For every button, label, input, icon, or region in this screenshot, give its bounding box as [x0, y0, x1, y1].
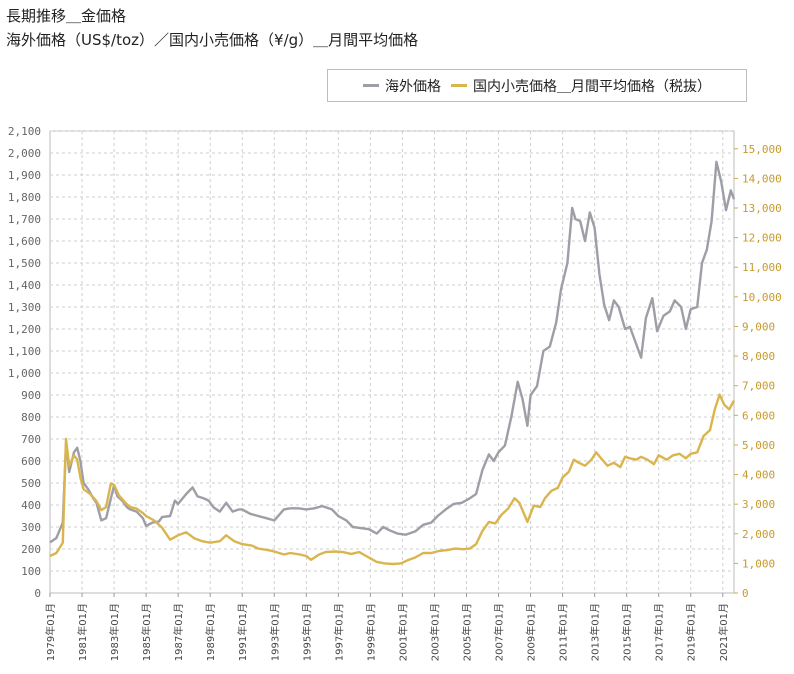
y-left-tick-label: 1,700: [8, 213, 41, 226]
y-right-tick-label: 7,000: [742, 380, 775, 393]
y-left-tick-label: 1,300: [8, 301, 41, 314]
y-left-tick-label: 600: [21, 455, 41, 468]
x-tick-label: 1991年01月: [236, 603, 249, 661]
y-left-tick-label: 1,200: [8, 323, 41, 336]
series-line-overseas: [49, 160, 736, 544]
x-tick-label: 2005年01月: [460, 603, 473, 661]
y-left-tick-label: 200: [21, 543, 41, 556]
y-left-tick-label: 1,400: [8, 279, 41, 292]
x-tick-label: 1987年01月: [172, 603, 185, 661]
y-right-tick-label: 3,000: [742, 498, 775, 511]
y-left-tick-label: 1,500: [8, 257, 41, 270]
x-tick-label: 1995年01月: [300, 603, 313, 661]
y-right-tick-label: 1,000: [742, 557, 775, 570]
y-right-tick-label: 11,000: [742, 261, 782, 274]
legend-item-overseas: 海外価格: [363, 76, 441, 96]
x-tick-label: 1985年01月: [140, 603, 153, 661]
y-right-tick-label: 4,000: [742, 469, 775, 482]
y-left-tick-label: 500: [21, 477, 41, 490]
y-left-tick-label: 800: [21, 411, 41, 424]
y-right-tick-label: 15,000: [742, 143, 782, 156]
x-tick-label: 1997年01月: [332, 603, 345, 661]
chart-subtitle: 海外価格（US$/toz）／国内小売価格（¥/g）＿月間平均価格: [6, 31, 419, 49]
y-right-tick-label: 14,000: [742, 172, 782, 185]
y-left-tick-label: 100: [21, 565, 41, 578]
y-left-tick-label: 1,600: [8, 235, 41, 248]
x-tick-label: 2017年01月: [653, 603, 666, 661]
y-right-tick-label: 13,000: [742, 202, 782, 215]
y-right-tick-label: 12,000: [742, 232, 782, 245]
y-left-tick-label: 300: [21, 521, 41, 534]
x-tick-label: 1993年01月: [268, 603, 281, 661]
y-right-tick-label: 8,000: [742, 350, 775, 363]
x-tick-label: 1981年01月: [76, 603, 89, 661]
x-tick-label: 1983年01月: [108, 603, 121, 661]
x-tick-label: 1979年01月: [44, 603, 57, 661]
y-right-tick-label: 10,000: [742, 291, 782, 304]
series-line-domestic: [49, 393, 736, 566]
x-tick-label: 2009年01月: [525, 603, 538, 661]
x-tick-label: 1999年01月: [364, 603, 377, 661]
y-left-tick-label: 1,800: [8, 191, 41, 204]
x-tick-label: 2001年01月: [396, 603, 409, 661]
y-right-tick-label: 0: [742, 587, 749, 600]
x-tick-label: 2019年01月: [685, 603, 698, 661]
legend-item-domestic: 国内小売価格＿月間平均価格（税抜）: [451, 76, 711, 96]
legend-label-domestic: 国内小売価格＿月間平均価格（税抜）: [473, 78, 711, 95]
y-left-tick-label: 1,900: [8, 169, 41, 182]
y-left-tick-label: 700: [21, 433, 41, 446]
y-right-tick-label: 5,000: [742, 439, 775, 452]
y-left-tick-label: 900: [21, 389, 41, 402]
x-tick-label: 2013年01月: [589, 603, 602, 661]
legend-swatch-overseas: [363, 84, 379, 87]
y-right-tick-label: 2,000: [742, 528, 775, 541]
y-right-tick-label: 9,000: [742, 320, 775, 333]
x-tick-label: 2007年01月: [493, 603, 506, 661]
y-left-tick-label: 1,100: [8, 345, 41, 358]
y-left-tick-label: 1,000: [8, 367, 41, 380]
x-tick-label: 2021年01月: [717, 603, 730, 661]
chart-title: 長期推移＿金価格: [6, 7, 127, 25]
y-left-tick-label: 400: [21, 499, 41, 512]
legend-label-overseas: 海外価格: [385, 78, 441, 95]
x-tick-label: 2015年01月: [621, 603, 634, 661]
x-tick-label: 2011年01月: [557, 603, 570, 661]
y-left-tick-label: 2,100: [8, 125, 41, 138]
y-left-tick-label: 2,000: [8, 147, 41, 160]
chart-legend: 海外価格 国内小売価格＿月間平均価格（税抜）: [327, 69, 747, 102]
x-tick-label: 2003年01月: [428, 603, 441, 661]
legend-swatch-domestic: [451, 84, 467, 87]
x-tick-label: 1989年01月: [204, 603, 217, 661]
y-right-tick-label: 6,000: [742, 409, 775, 422]
y-left-tick-label: 0: [34, 587, 41, 600]
